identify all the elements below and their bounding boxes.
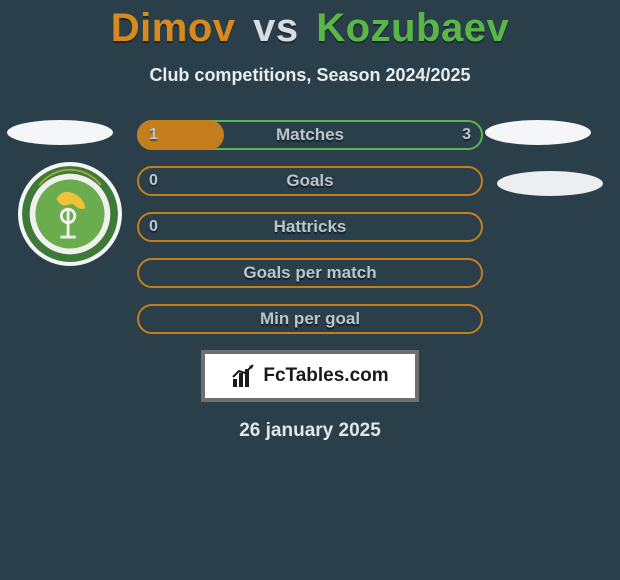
vs-text: vs [253, 6, 299, 50]
player2-name: Kozubaev [316, 6, 509, 50]
stat-row: Min per goal [137, 304, 483, 334]
comparison-title: Dimov vs Kozubaev [0, 0, 620, 51]
subtitle: Club competitions, Season 2024/2025 [0, 65, 620, 86]
stat-label: Hattricks [137, 217, 483, 237]
stat-row: 0Goals [137, 166, 483, 196]
stat-label: Min per goal [137, 309, 483, 329]
player1-avatar [7, 120, 113, 145]
branding-box: FcTables.com [201, 350, 419, 402]
stats-list: 13Matches 0Goals 0Hattricks Goals per match… [137, 120, 483, 334]
branding-text: FcTables.com [263, 365, 388, 387]
player2-avatar [485, 120, 591, 145]
comparison-body: 13Matches 0Goals 0Hattricks Goals per match… [0, 120, 620, 442]
stat-row: 0Hattricks [137, 212, 483, 242]
player1-club-crest [18, 162, 122, 266]
crest-icon [22, 166, 118, 262]
player1-name: Dimov [111, 6, 236, 50]
stat-label: Goals per match [137, 263, 483, 283]
player2-club-avatar [497, 171, 603, 196]
stat-row: Goals per match [137, 258, 483, 288]
date-text: 26 january 2025 [0, 420, 620, 442]
stat-label: Matches [137, 125, 483, 145]
stat-label: Goals [137, 171, 483, 191]
stat-row: 13Matches [137, 120, 483, 150]
chart-icon [231, 363, 257, 389]
